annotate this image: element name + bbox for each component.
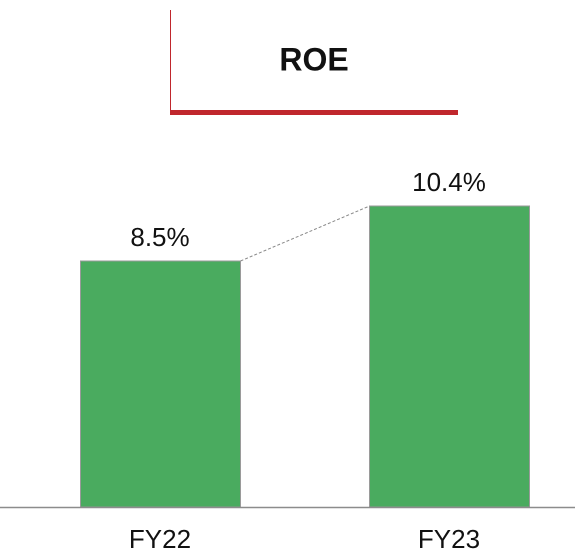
bar	[80, 260, 241, 508]
connector-line	[240, 205, 370, 262]
value-label: 10.4%	[412, 167, 486, 197]
chart-title: ROE	[279, 41, 348, 77]
x-tick-label: FY22	[129, 524, 191, 554]
value-label: 8.5%	[130, 222, 189, 252]
bar	[369, 205, 530, 508]
x-tick-label: FY23	[418, 524, 480, 554]
